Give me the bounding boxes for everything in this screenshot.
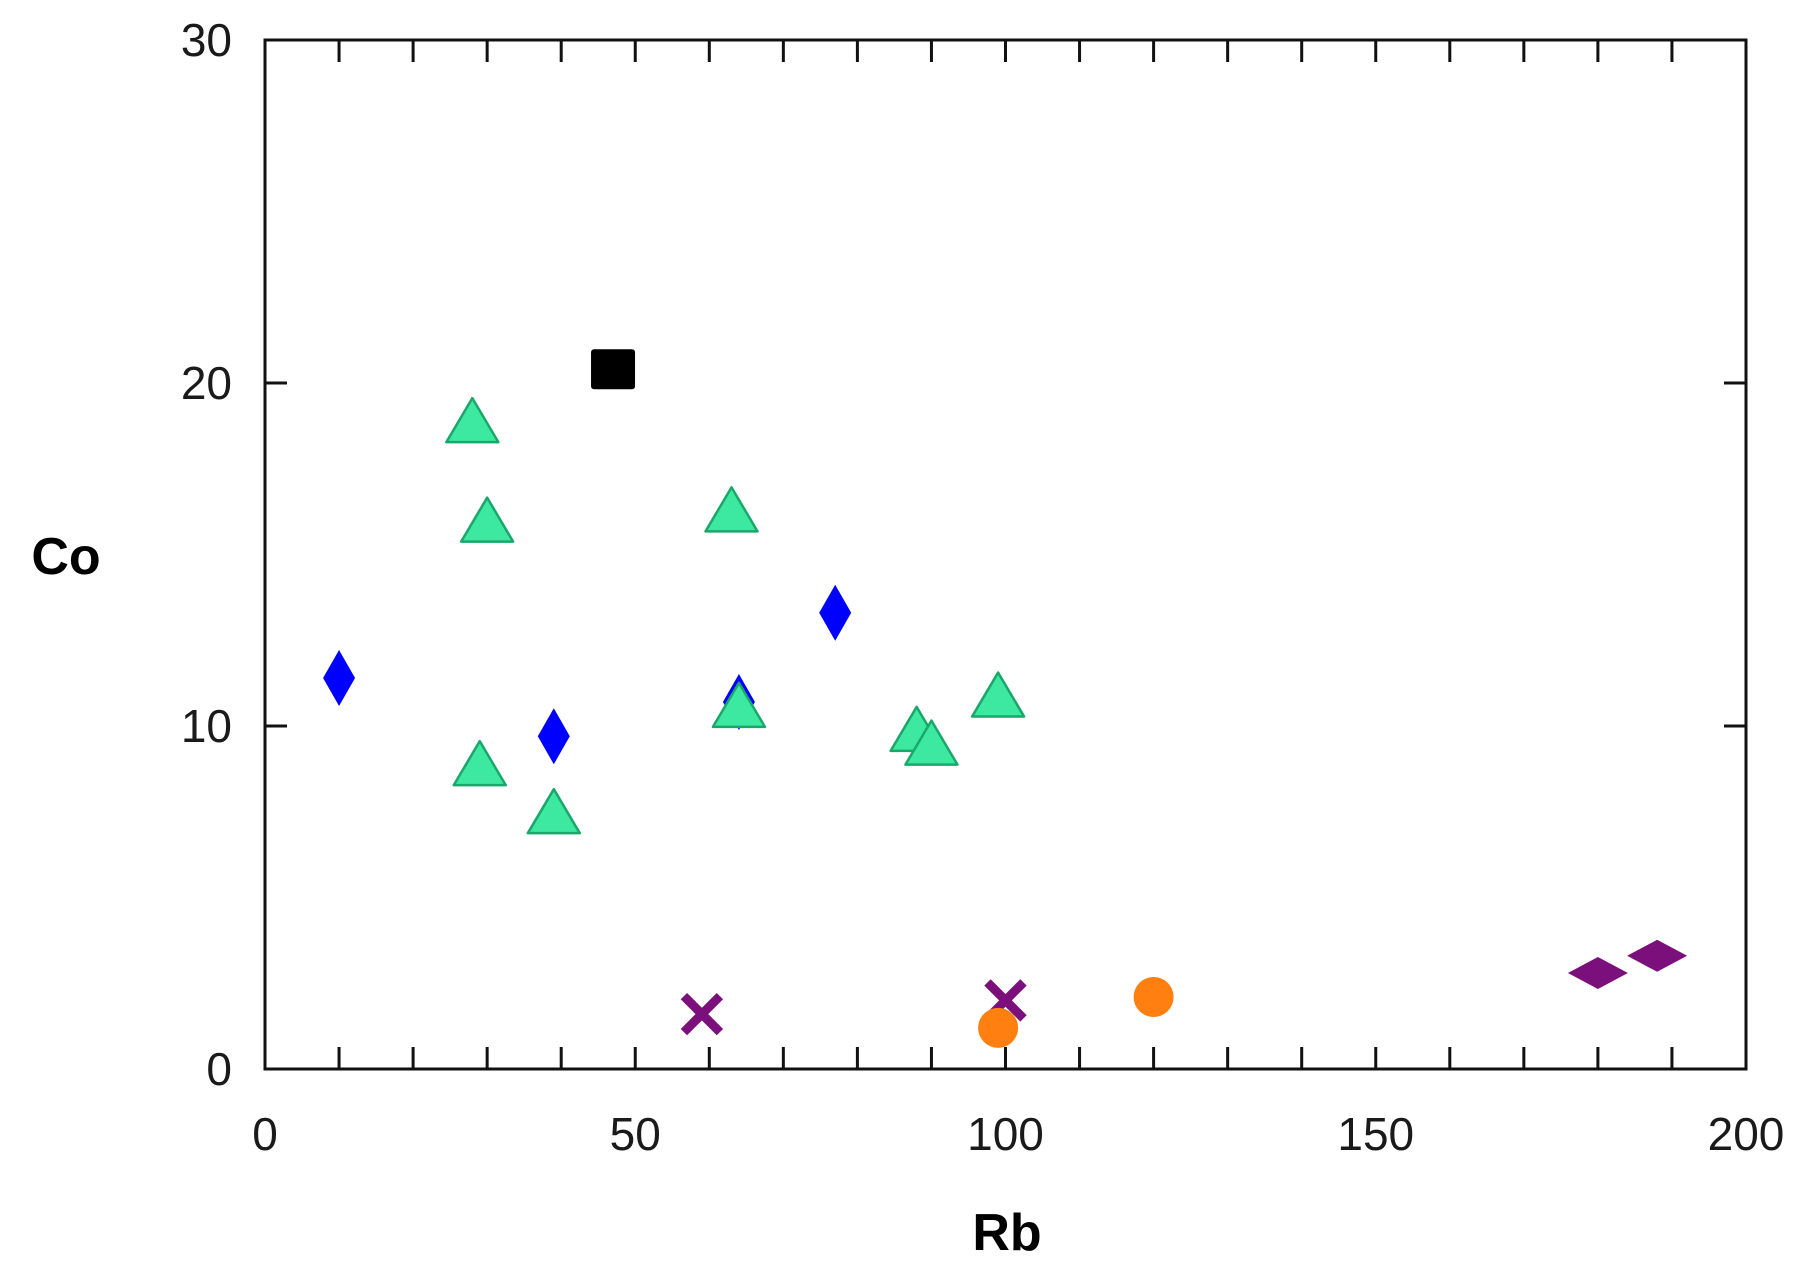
data-point-diamond [323, 649, 356, 706]
data-point-triangle [704, 486, 759, 533]
data-point-triangle [452, 739, 507, 787]
data-point-x-stroke [680, 992, 724, 1036]
y-tick-label: 10 [181, 700, 232, 752]
data-point-square [591, 349, 636, 390]
x-tick-label: 50 [610, 1108, 661, 1160]
data-point-triangle [970, 671, 1026, 718]
y-tick-label: 20 [181, 357, 232, 409]
data-point-x [680, 992, 724, 1036]
points-layer [323, 349, 1688, 1048]
plot-frame [263, 38, 1748, 1071]
data-point-flat-diamond [1627, 939, 1688, 972]
tick-labels-layer: 0 50 100 150 200 0 10 20 30 [181, 14, 1785, 1160]
x-tick-label: 200 [1708, 1108, 1785, 1160]
x-tick-label: 0 [252, 1108, 278, 1160]
x-axis-title: Rb [972, 1204, 1041, 1262]
data-point-circle [1133, 976, 1174, 1017]
y-axis-title: Co [31, 528, 100, 586]
data-point-triangle [445, 396, 500, 444]
x-tick-label: 100 [967, 1108, 1044, 1160]
y-tick-label: 0 [206, 1043, 232, 1095]
data-point-diamond [819, 584, 852, 641]
data-point-triangle [904, 719, 959, 766]
data-point-triangle [711, 681, 767, 729]
data-point-circle [978, 1007, 1019, 1048]
plot-frame-layer [263, 38, 1748, 1071]
ticks-layer [265, 40, 1746, 1069]
data-point-triangle [526, 787, 582, 835]
x-tick-label: 150 [1337, 1108, 1414, 1160]
y-tick-label: 30 [181, 14, 232, 66]
data-point-diamond [537, 708, 570, 765]
data-point-triangle [459, 496, 515, 543]
data-point-flat-diamond [1567, 956, 1628, 989]
